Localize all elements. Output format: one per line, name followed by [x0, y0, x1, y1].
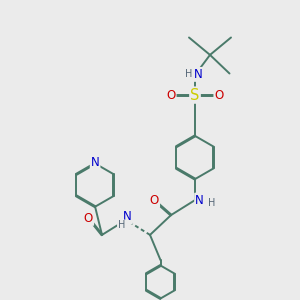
Text: H: H	[208, 198, 215, 208]
Text: N: N	[123, 210, 132, 224]
Text: H: H	[118, 220, 125, 230]
Text: O: O	[167, 88, 176, 102]
Text: N: N	[194, 68, 203, 81]
Text: O: O	[214, 88, 224, 102]
Text: N: N	[195, 194, 204, 207]
Text: H: H	[185, 69, 192, 80]
Text: O: O	[84, 212, 93, 225]
Text: N: N	[91, 155, 100, 169]
Text: O: O	[150, 194, 159, 207]
Text: S: S	[190, 88, 200, 103]
